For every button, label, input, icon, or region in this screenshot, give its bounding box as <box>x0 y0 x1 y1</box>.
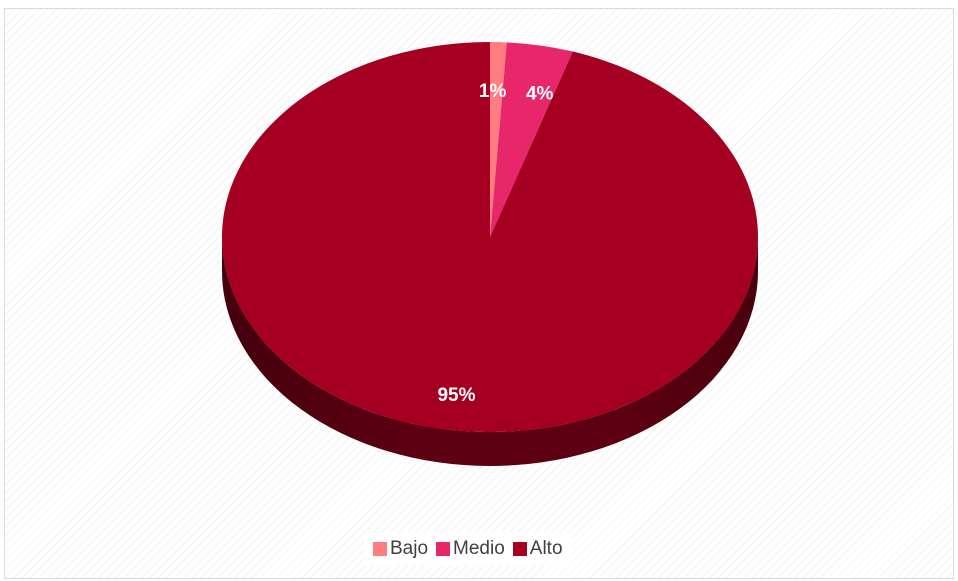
pie-labels: 1% 4% 95% <box>437 81 553 406</box>
pie-slice-alto <box>221 42 758 432</box>
data-label-bajo: 1% <box>479 81 507 102</box>
pie-chart: 1% 4% 95% <box>221 42 758 466</box>
legend-swatch-bajo <box>373 542 387 556</box>
legend: Bajo Medio Alto <box>365 532 571 566</box>
chart-frame: 1% 4% 95% Bajo Medio Alto <box>4 8 954 579</box>
pie-slice-bajo <box>490 42 507 237</box>
pie-slice-medio <box>490 42 573 237</box>
legend-label-medio: Medio <box>453 538 505 559</box>
pie-side-alto-shade <box>222 237 758 466</box>
legend-label-bajo: Bajo <box>390 538 429 559</box>
legend-swatch-alto <box>512 542 527 556</box>
pie-tops <box>221 42 758 432</box>
legend-item-bajo: Bajo <box>373 538 428 560</box>
data-label-medio: 4% <box>526 84 554 105</box>
legend-swatch-medio <box>436 542 451 556</box>
legend-item-medio: Medio <box>436 538 505 560</box>
pie-sides <box>222 237 758 466</box>
data-label-alto: 95% <box>437 385 475 406</box>
legend-item-alto: Alto <box>512 538 563 560</box>
legend-label-alto: Alto <box>529 538 563 559</box>
